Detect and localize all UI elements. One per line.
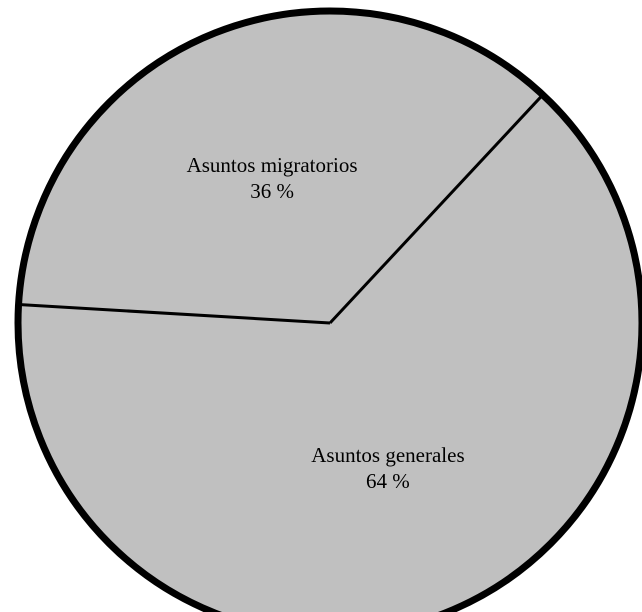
pie-slice-value-1: 36 %	[250, 179, 294, 203]
pie-border	[14, 7, 642, 612]
pie-slice-1	[18, 10, 543, 323]
pie-divider-1	[328, 93, 544, 325]
pie-dividers	[18, 93, 544, 325]
pie-slice-value-2: 64 %	[366, 469, 410, 493]
pie-slice-label-1: Asuntos migratorios	[187, 153, 358, 177]
pie-slice-2	[18, 94, 642, 612]
pie-slice-label-2: Asuntos generales	[311, 443, 464, 467]
pie-slices	[18, 10, 642, 612]
pie-divider-2	[18, 302, 331, 325]
